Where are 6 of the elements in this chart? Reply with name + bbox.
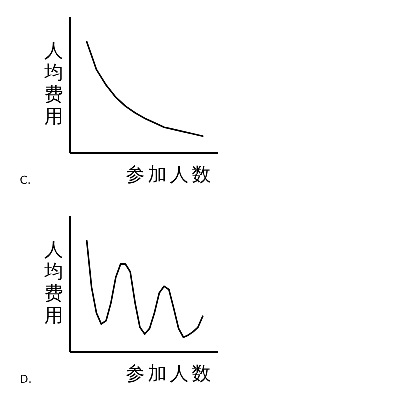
y-axis-title: 人均费用 <box>44 239 64 327</box>
x-axis-title: 参加人数 <box>126 164 214 186</box>
x-axis-title: 参加人数 <box>126 363 214 385</box>
y-axis-title: 人均费用 <box>44 40 64 128</box>
text: D. <box>20 373 32 386</box>
text: C. <box>20 174 32 187</box>
